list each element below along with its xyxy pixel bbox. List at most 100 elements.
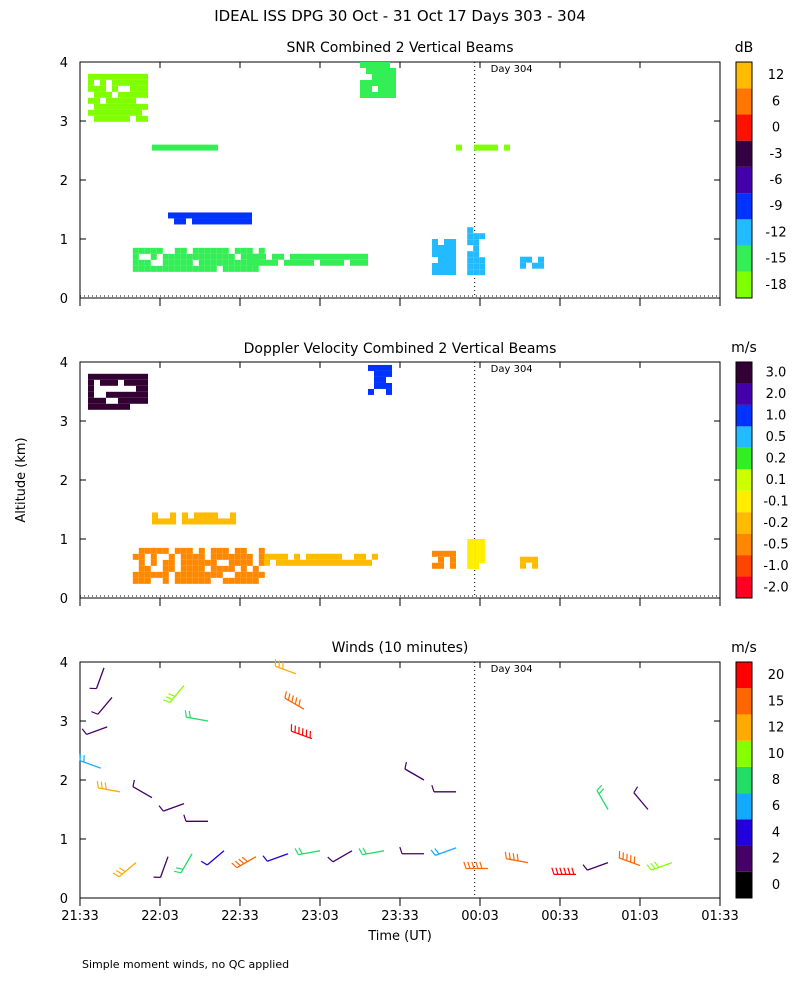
radar-cell (118, 397, 124, 404)
colorbar-label: -0.1 (763, 494, 788, 509)
colorbar-segment (736, 793, 752, 820)
wind-barb-feather (650, 862, 656, 870)
radar-cell (324, 559, 330, 566)
colorbar-segment (736, 490, 752, 513)
radar-cell (308, 259, 314, 266)
radar-cell (366, 92, 372, 98)
radar-cell (432, 251, 438, 257)
radar-cell (198, 547, 205, 554)
radar-cell (344, 253, 350, 260)
wind-barb (183, 814, 208, 822)
day-marker-label: Day 304 (491, 64, 533, 75)
radar-cell (132, 553, 139, 560)
y-tick-label: 1 (60, 533, 68, 548)
colorbar-segment (736, 512, 752, 534)
wind-barb-feather (430, 849, 436, 856)
wind-barb (430, 847, 457, 856)
radar-cell (150, 547, 157, 554)
radar-cell (210, 218, 216, 225)
x-tick-label: 00:03 (461, 909, 498, 924)
wind-barb-staff (332, 850, 353, 863)
colorbar-label: 0.2 (766, 452, 787, 467)
x-tick-label: 01:33 (701, 909, 738, 924)
radar-cell (372, 62, 378, 68)
radar-cell (332, 253, 338, 260)
radar-cell (168, 253, 175, 260)
radar-cell (222, 259, 229, 266)
radar-cell (532, 562, 538, 569)
radar-cell (194, 512, 200, 519)
day-marker-label: Day 304 (491, 664, 533, 675)
radar-cell (210, 259, 217, 266)
wind-barb-feather (504, 851, 507, 859)
radar-cell (538, 262, 544, 269)
colorbar-label: 0 (772, 121, 780, 136)
wind-barb-feather (434, 848, 440, 855)
radar-cell (130, 85, 136, 92)
radar-cell (228, 577, 235, 584)
radar-cell (106, 109, 112, 116)
radar-cell (450, 269, 456, 275)
wind-barb-feather (291, 695, 294, 703)
radar-cell (479, 557, 486, 563)
radar-cell (246, 571, 253, 578)
radar-cell (360, 86, 366, 92)
radar-cell (479, 233, 486, 240)
radar-cell (374, 370, 380, 377)
wind-barb (596, 784, 609, 810)
radar-cell (330, 553, 336, 560)
radar-cell (360, 92, 366, 98)
wind-barb-staff (186, 716, 209, 722)
wind-barb (504, 851, 529, 864)
radar-cell (200, 512, 206, 519)
radar-cell (366, 62, 372, 68)
wind-barb-feather (551, 867, 555, 875)
radar-cell (288, 559, 294, 566)
radar-cell (350, 259, 356, 266)
radar-cell (230, 512, 236, 519)
radar-cell (240, 218, 246, 225)
wind-barb-feather (404, 762, 407, 770)
radar-cell (186, 259, 193, 266)
colorbar-label: 0.5 (766, 430, 787, 445)
radar-cell (444, 257, 450, 263)
radar-cell (156, 547, 163, 554)
radar-cell (124, 79, 130, 86)
radar-cell (473, 563, 480, 569)
radar-cell (216, 247, 223, 254)
wind-barb (89, 667, 105, 690)
radar-cell (362, 259, 368, 266)
radar-cell (182, 512, 188, 519)
radar-cell (106, 391, 112, 398)
radar-cell (142, 79, 148, 86)
radar-cell (216, 259, 223, 266)
y-axis-label: Altitude (km) (14, 437, 29, 522)
radar-cell (198, 253, 205, 260)
radar-cell (124, 91, 130, 98)
radar-cell (260, 253, 266, 260)
radar-cell (438, 562, 444, 569)
radar-cell (106, 379, 112, 386)
radar-cell (390, 68, 396, 74)
wind-barb (200, 850, 225, 866)
radar-cell (296, 253, 302, 260)
wind-barb (582, 861, 609, 871)
radar-cell (130, 97, 136, 104)
colorbar-label: 2 (772, 852, 780, 867)
radar-cell (138, 259, 145, 266)
radar-cell (136, 85, 142, 92)
radar-cell (192, 253, 199, 260)
radar-cell (432, 550, 438, 557)
radar-cell (264, 559, 270, 566)
radar-cell (186, 553, 193, 560)
radar-cell (432, 269, 438, 275)
plot-frame (79, 361, 721, 599)
wind-barb-feather (132, 779, 135, 787)
radar-cell (132, 571, 139, 578)
radar-cell (240, 253, 247, 260)
radar-cell (228, 253, 235, 260)
radar-cell (136, 109, 142, 116)
radar-cell (240, 577, 247, 584)
radar-cell (479, 545, 486, 551)
colorbar-label: 10 (768, 747, 785, 762)
